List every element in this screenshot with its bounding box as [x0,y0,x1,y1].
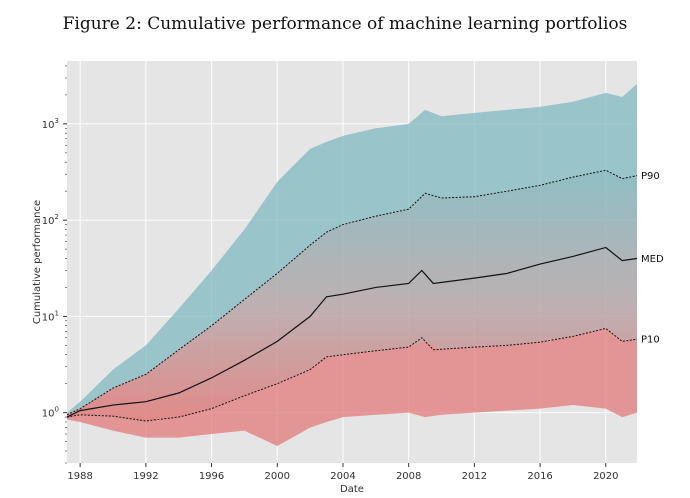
band-upper_tail [67,83,637,415]
x-tick-label: 2000 [265,471,290,482]
y-tick-label: 101 [42,309,59,323]
line-med [66,246,638,418]
x-tick-label: 2016 [527,471,552,482]
x-tick-label: 2008 [396,471,421,482]
label-med: MED [641,254,664,265]
figure-title: Figure 2: Cumulative performance of mach… [62,14,628,34]
x-tick-label: 2004 [330,471,355,482]
y-tick-label: 102 [42,213,59,227]
band-center [67,170,637,421]
x-tick-label: 1992 [133,471,158,482]
y-tick-label: 100 [42,406,59,420]
x-tick-label: 1996 [199,471,224,482]
portfolio-bands [67,83,637,447]
x-tick-label: 1988 [67,471,92,482]
line-p90 [66,169,638,416]
x-tick-label: 2012 [462,471,487,482]
x-tick-label: 2020 [593,471,618,482]
line-p10 [66,327,638,422]
band-lower_tail [67,328,637,447]
y-axis-title: Cumulative performance [32,200,43,324]
label-p90: P90 [641,171,660,182]
x-axis-title: Date [340,484,364,495]
percentile-lines: P90 MED P10 [66,169,664,422]
axes: 1988 1992 1996 2000 2004 2008 2012 2016 2020 100 1… [42,65,619,482]
y-tick-label: 103 [42,117,59,131]
label-p10: P10 [641,335,660,346]
